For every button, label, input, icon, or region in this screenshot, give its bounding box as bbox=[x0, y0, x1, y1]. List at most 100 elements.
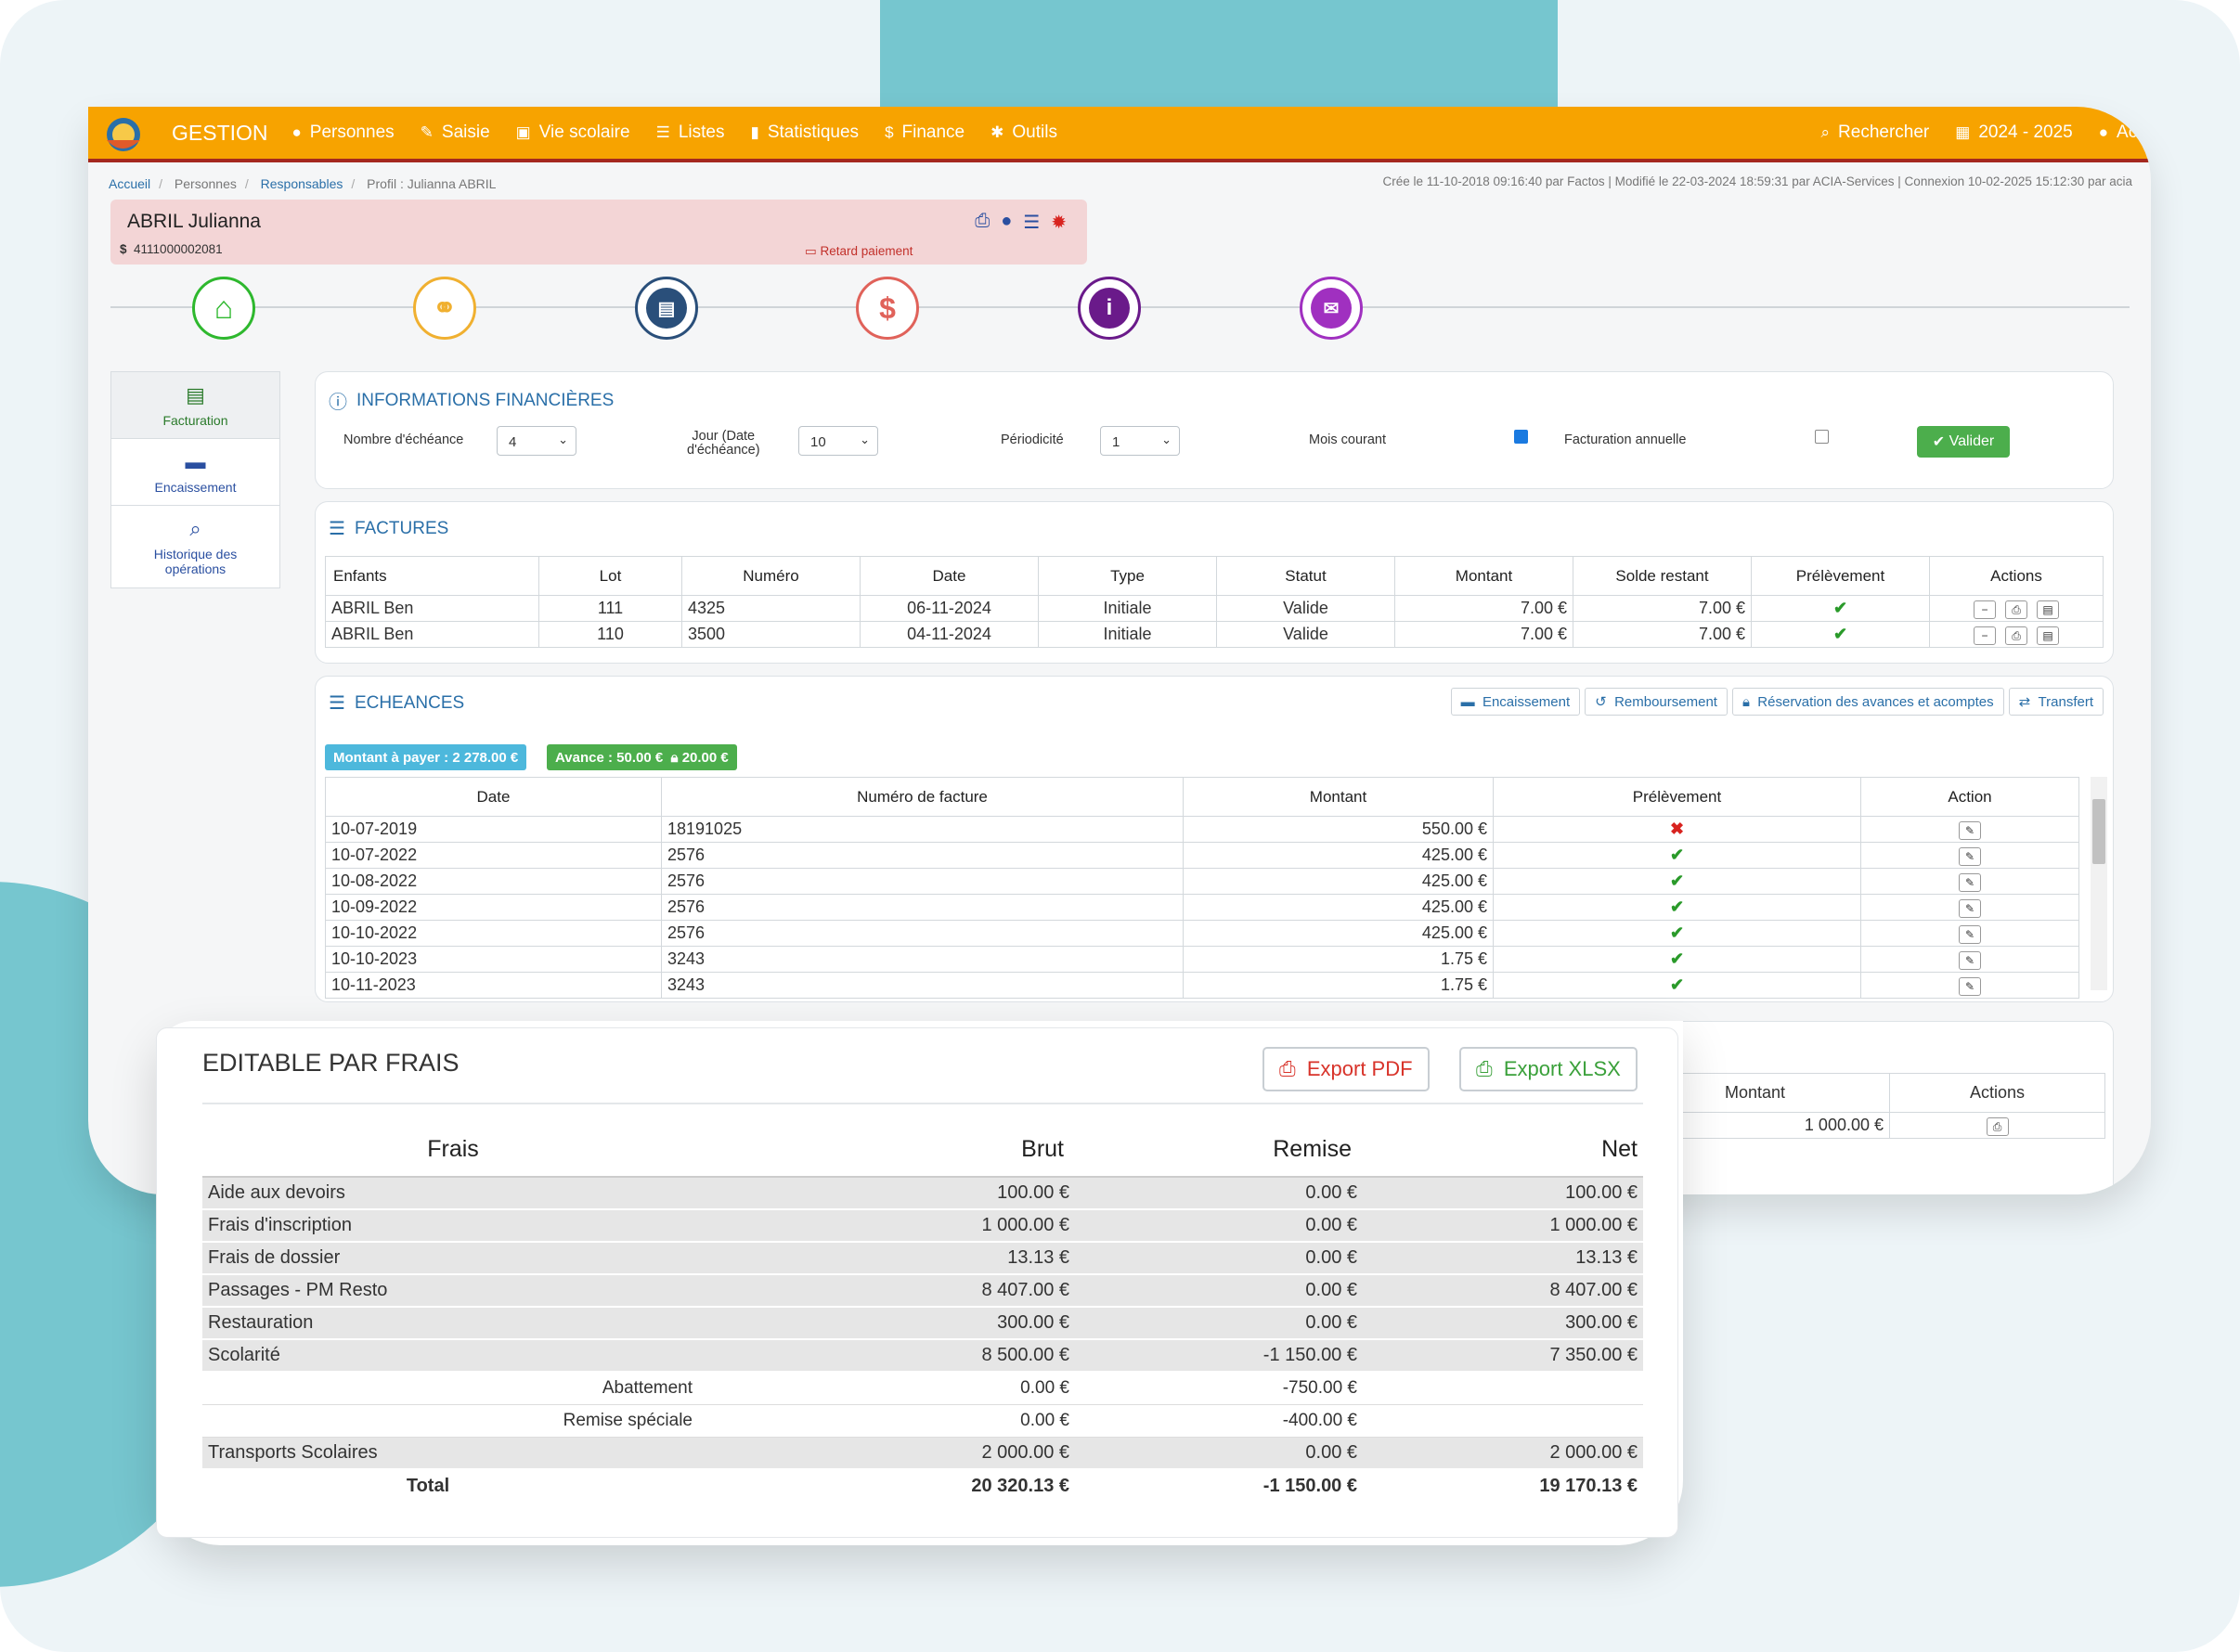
cell-brut: 0.00 € bbox=[704, 1372, 1075, 1405]
step-mail[interactable]: ✉ bbox=[1300, 277, 1363, 340]
print-icon[interactable]: ⎙ bbox=[2005, 626, 2027, 645]
panel-title: ⓘ INFORMATIONS FINANCIÈRES bbox=[329, 387, 614, 414]
cell-frais: Frais de dossier bbox=[202, 1242, 704, 1275]
column-header: Statut bbox=[1216, 556, 1395, 596]
facturation-annuelle-label: Facturation annuelle bbox=[1564, 432, 1687, 447]
cell-brut: 1 000.00 € bbox=[704, 1209, 1075, 1243]
cell-numero: 3243 bbox=[661, 972, 1184, 999]
table-row[interactable]: ABRIL Ben 111 4325 06-11-2024 Initiale V… bbox=[325, 595, 2104, 622]
cell-lot: 111 bbox=[538, 595, 682, 622]
minus-icon[interactable]: − bbox=[1974, 600, 1996, 619]
edit-icon[interactable]: ✎ bbox=[1959, 820, 1981, 840]
cell-date: 10-10-2023 bbox=[325, 946, 662, 973]
print-icon[interactable]: ⎙ bbox=[2005, 600, 2027, 619]
document-icon[interactable]: ▤ bbox=[2037, 600, 2059, 619]
table-row: Aide aux devoirs 100.00 €0.00 €100.00 € bbox=[202, 1177, 1643, 1210]
column-header: Solde restant bbox=[1573, 556, 1752, 596]
periodicite-select[interactable]: 1 ⌄ bbox=[1100, 426, 1180, 456]
account-number: $ 4111000002081 bbox=[120, 242, 223, 256]
step-finance[interactable]: $ bbox=[856, 277, 919, 340]
column-header: Enfants bbox=[325, 556, 539, 596]
print-icon: ⎙ bbox=[1279, 1057, 1296, 1080]
calendar-icon: ▦ bbox=[1955, 123, 1971, 141]
breadcrumb-responsables[interactable]: Responsables bbox=[260, 176, 343, 191]
column-header: Prélèvement bbox=[1751, 556, 1930, 596]
cell-frais: Transports Scolaires bbox=[202, 1437, 704, 1470]
step-home[interactable]: ⌂ bbox=[192, 277, 255, 340]
brand-title[interactable]: GESTION bbox=[172, 120, 268, 145]
nb-echeance-select[interactable]: 4 ⌄ bbox=[497, 426, 576, 456]
step-briefcase[interactable]: ▤ bbox=[635, 277, 698, 340]
echeances-scrollbar[interactable] bbox=[2091, 777, 2107, 990]
nav-personnes[interactable]: ● Personnes bbox=[292, 123, 395, 143]
nav-statistiques[interactable]: ▮ Statistiques bbox=[750, 123, 859, 143]
table-row[interactable]: ABRIL Ben 110 3500 04-11-2024 Initiale V… bbox=[325, 621, 2104, 648]
list-icon[interactable]: ☰ bbox=[1023, 213, 1041, 233]
step-info[interactable]: i bbox=[1078, 277, 1141, 340]
export-xlsx-button[interactable]: ⎙ Export XLSX bbox=[1459, 1047, 1638, 1091]
cell-statut: Valide bbox=[1216, 621, 1395, 648]
list-icon: ☰ bbox=[655, 123, 670, 141]
nav-finance[interactable]: $ Finance bbox=[885, 123, 965, 143]
app-logo[interactable] bbox=[103, 112, 142, 157]
facturation-annuelle-checkbox[interactable] bbox=[1815, 430, 1829, 444]
nav-user[interactable]: ● Acia bbox=[2099, 123, 2151, 143]
user-edit-icon[interactable]: ● bbox=[1001, 211, 1013, 231]
table-row[interactable]: 10-11-2023 3243 1.75 € ✔ ✎ bbox=[325, 972, 2079, 999]
transfert-button[interactable]: ⇄ Transfert bbox=[2008, 688, 2104, 716]
alarm-icon[interactable]: ✹ bbox=[1051, 213, 1067, 233]
breadcrumb-accueil[interactable]: Accueil bbox=[109, 176, 151, 191]
edit-icon[interactable]: ✎ bbox=[1959, 872, 1981, 892]
edit-icon[interactable]: ✎ bbox=[1959, 846, 1981, 866]
bar-chart-icon: ▮ bbox=[750, 123, 759, 141]
edit-icon[interactable]: ✎ bbox=[1959, 898, 1981, 918]
export-pdf-button[interactable]: ⎙ Export PDF bbox=[1262, 1047, 1430, 1091]
cell-action: ✎ bbox=[1860, 972, 2079, 999]
column-header: Actions bbox=[1929, 556, 2104, 596]
mois-courant-checkbox[interactable] bbox=[1514, 430, 1528, 444]
encaissement-button[interactable]: ▬ Encaissement bbox=[1450, 688, 1581, 716]
breadcrumb-personnes[interactable]: Personnes bbox=[174, 176, 237, 191]
table-row[interactable]: 10-10-2022 2576 425.00 € ✔ ✎ bbox=[325, 920, 2079, 947]
cell-remise: -1 150.00 € bbox=[1075, 1339, 1363, 1373]
check-icon: ✔ bbox=[1493, 920, 1861, 947]
nav-outils[interactable]: ✱ Outils bbox=[991, 123, 1057, 143]
table-row[interactable]: 10-08-2022 2576 425.00 € ✔ ✎ bbox=[325, 868, 2079, 895]
table-row[interactable]: 10-07-2019 18191025 550.00 € ✖ ✎ bbox=[325, 816, 2079, 843]
print-icon[interactable]: ⎙ bbox=[1986, 1116, 2009, 1136]
sidebar-item-historique[interactable]: ⌕ Historique des opérations bbox=[111, 506, 279, 587]
check-icon: ✔ bbox=[1493, 842, 1861, 869]
edit-icon[interactable]: ✎ bbox=[1959, 976, 1981, 996]
table-row[interactable]: 10-07-2022 2576 425.00 € ✔ ✎ bbox=[325, 842, 2079, 869]
late-payment-link[interactable]: ▭ Retard paiement bbox=[805, 244, 913, 259]
nav-year[interactable]: ▦ 2024 - 2025 bbox=[1955, 123, 2072, 143]
nav-listes[interactable]: ☰ Listes bbox=[656, 123, 725, 143]
nav-search[interactable]: ⌕ Rechercher bbox=[1821, 123, 1930, 143]
table-row[interactable]: 1 000.00 € ⎙ bbox=[1620, 1112, 2105, 1139]
scrollbar-thumb[interactable] bbox=[2092, 799, 2105, 864]
cell-net: 2 000.00 € bbox=[1363, 1437, 1643, 1470]
sidebar-item-facturation[interactable]: ▤ Facturation bbox=[111, 372, 279, 439]
cell-date: 10-07-2022 bbox=[325, 842, 662, 869]
nav-saisie[interactable]: ✎ Saisie bbox=[421, 123, 490, 143]
sidebar-label: Historique des opérations bbox=[153, 547, 238, 576]
print-icon[interactable]: ⎙ bbox=[975, 211, 991, 231]
valider-button[interactable]: ✔ Valider bbox=[1917, 426, 2010, 458]
table-row[interactable]: 10-10-2023 3243 1.75 € ✔ ✎ bbox=[325, 946, 2079, 973]
step-link[interactable]: ⚭ bbox=[413, 277, 476, 340]
reservation-button[interactable]: 🔒︎ Réservation des avances et acomptes bbox=[1731, 688, 2004, 716]
minus-icon[interactable]: − bbox=[1974, 626, 1996, 645]
nav-vie-scolaire[interactable]: ▣ Vie scolaire bbox=[516, 123, 630, 143]
edit-icon[interactable]: ✎ bbox=[1959, 924, 1981, 944]
edit-icon[interactable]: ✎ bbox=[1959, 950, 1981, 970]
document-icon[interactable]: ▤ bbox=[2037, 626, 2059, 645]
cell-montant: 7.00 € bbox=[1394, 621, 1573, 648]
jour-select[interactable]: 10 ⌄ bbox=[798, 426, 878, 456]
cell-net bbox=[1363, 1372, 1643, 1405]
table-row[interactable]: 10-09-2022 2576 425.00 € ✔ ✎ bbox=[325, 894, 2079, 921]
briefcase-icon: ▤ bbox=[646, 288, 687, 329]
cell-date: 10-09-2022 bbox=[325, 894, 662, 921]
remboursement-button[interactable]: ↺ Remboursement bbox=[1585, 688, 1728, 716]
column-header: Brut bbox=[704, 1123, 1075, 1178]
sidebar-item-encaissement[interactable]: ▬ Encaissement bbox=[111, 439, 279, 506]
